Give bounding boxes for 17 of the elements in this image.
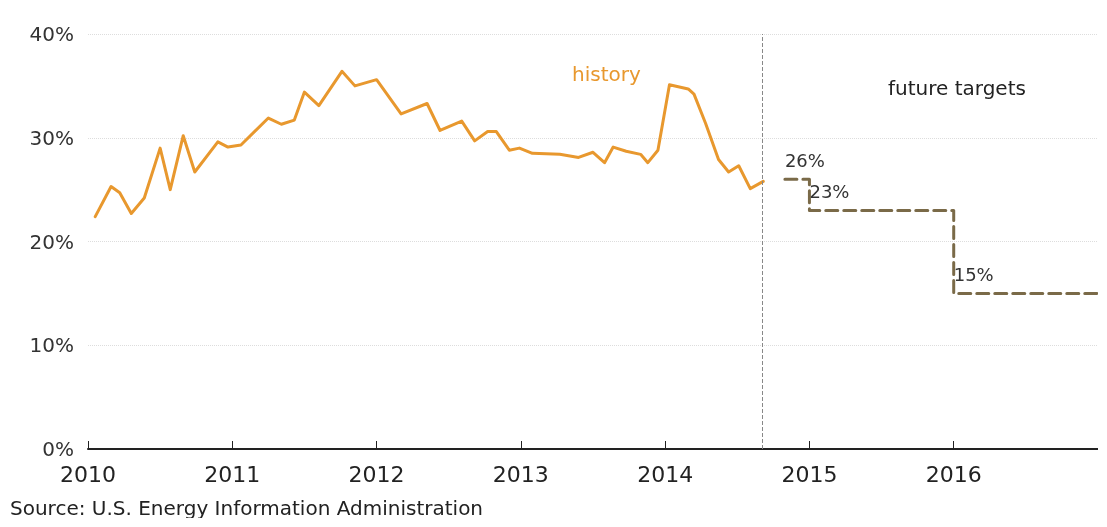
data-label: 26% [784, 149, 825, 171]
x-tick-label: 2014 [637, 461, 694, 487]
data-label: 23% [809, 180, 850, 202]
y-tick-label: 0% [42, 437, 74, 461]
x-tick-label: 2013 [492, 461, 549, 487]
annotation: future targets [888, 76, 1026, 100]
y-tick-label: 20% [29, 229, 74, 254]
y-tick-label: 10% [29, 333, 74, 358]
x-tick-label: 2015 [781, 461, 838, 487]
x-tick-label: 2012 [348, 461, 405, 487]
data-label: 15% [953, 263, 994, 285]
y-tick-label: 30% [29, 125, 74, 150]
x-tick-label: 2010 [60, 461, 116, 487]
y-tick-label: 40% [29, 22, 74, 46]
x-tick-label: 2011 [204, 461, 261, 487]
annotation: history [572, 62, 641, 86]
x-tick-label: 2016 [925, 461, 982, 487]
